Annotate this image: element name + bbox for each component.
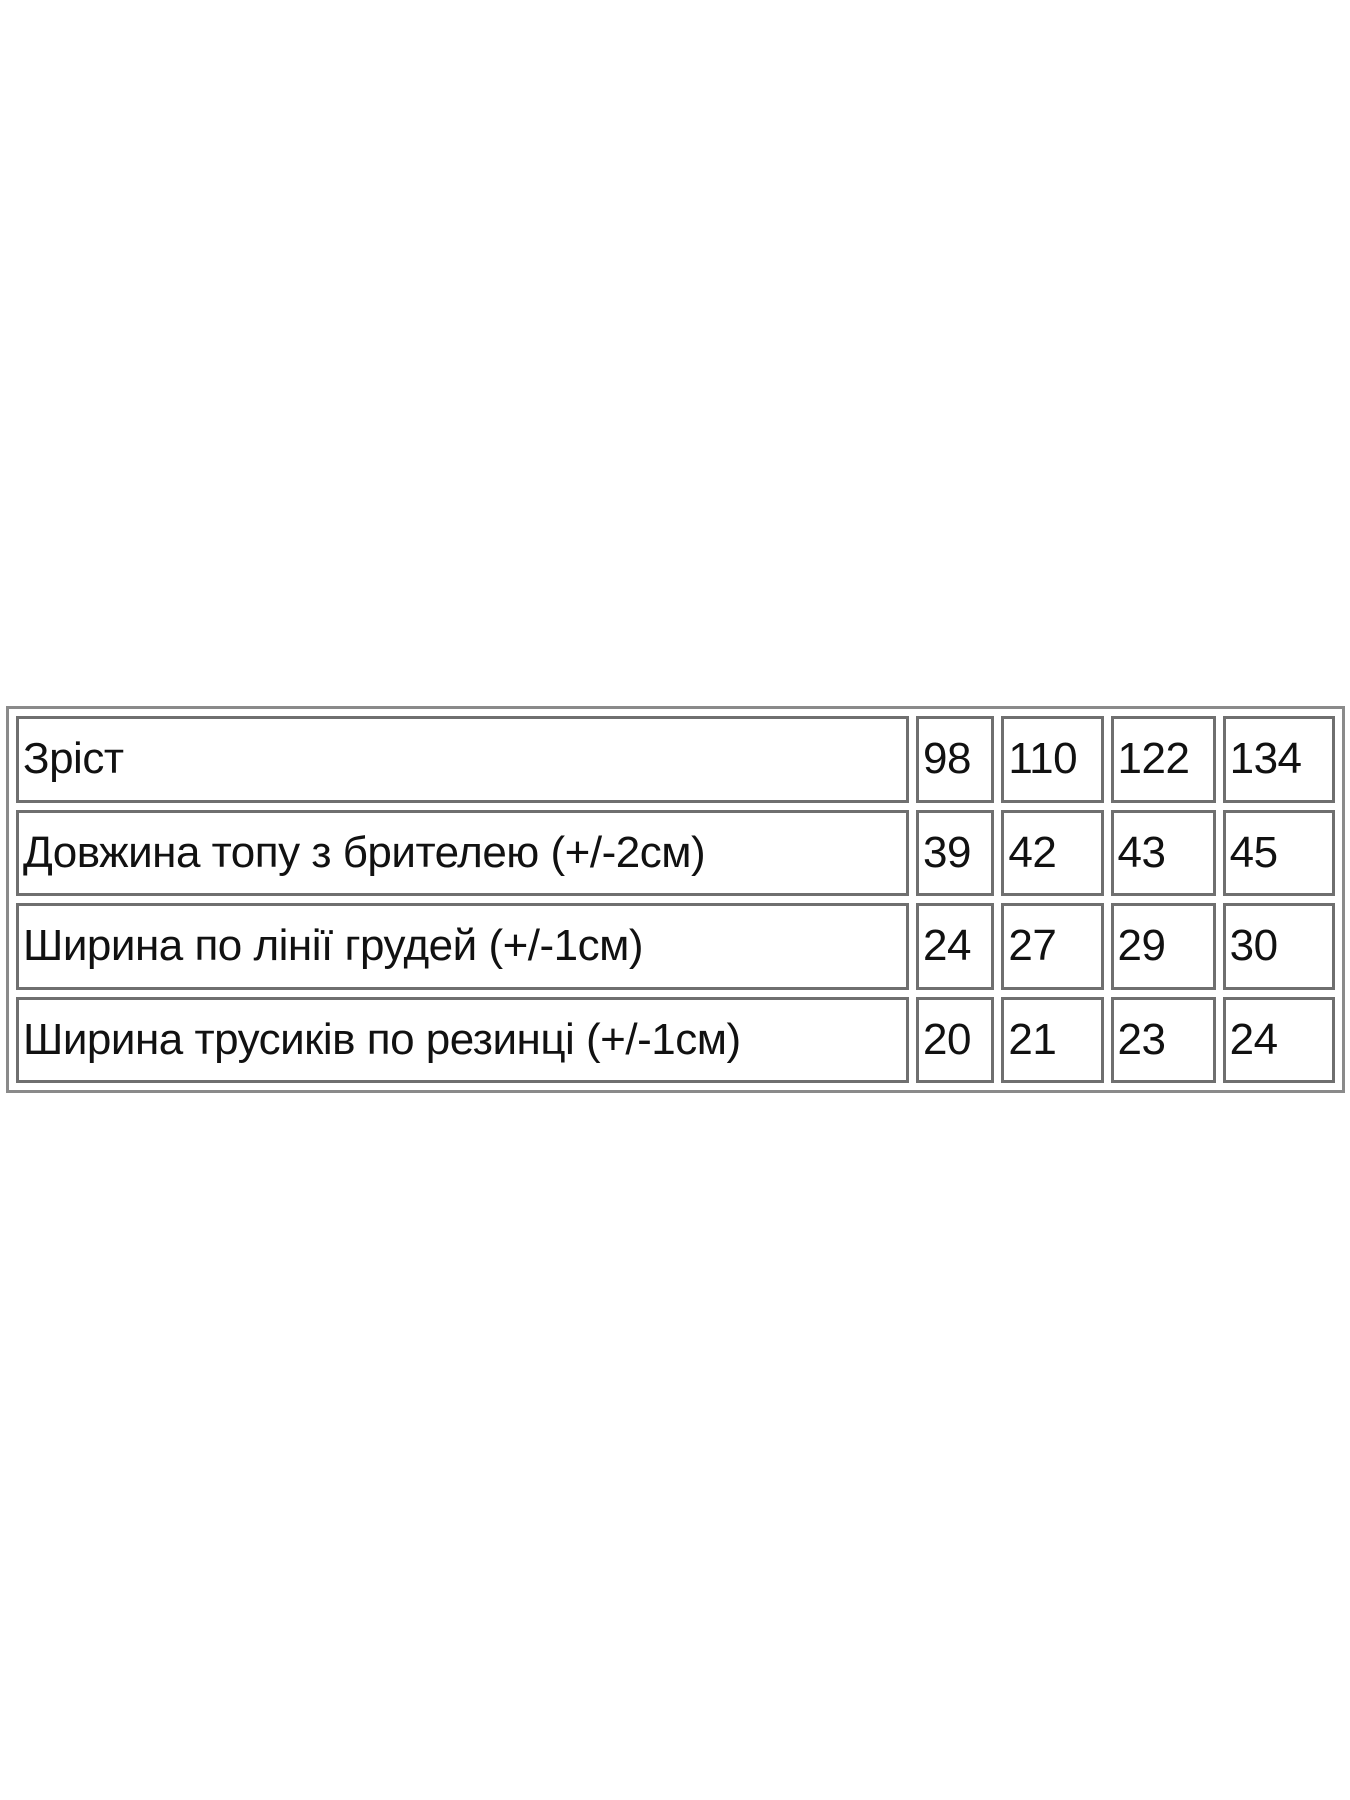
table-cell: 43 bbox=[1110, 809, 1216, 896]
row-label: Ширина по лінії грудей (+/-1см) bbox=[16, 903, 910, 990]
table-row: Ширина трусиків по резинці (+/-1см) 20 2… bbox=[16, 996, 1335, 1083]
table-row-height: Зріст 98 110 122 134 bbox=[16, 716, 1335, 803]
table-cell: 20 bbox=[916, 996, 995, 1083]
table-cell: 27 bbox=[1001, 903, 1104, 990]
table-cell: 24 bbox=[1222, 996, 1335, 1083]
row-label: Зріст bbox=[16, 716, 910, 803]
table-cell: 24 bbox=[916, 903, 995, 990]
table-cell: 45 bbox=[1222, 809, 1335, 896]
row-label: Ширина трусиків по резинці (+/-1см) bbox=[16, 996, 910, 1083]
table-row: Ширина по лінії грудей (+/-1см) 24 27 29… bbox=[16, 903, 1335, 990]
table-cell: 110 bbox=[1001, 716, 1104, 803]
table-cell: 42 bbox=[1001, 809, 1104, 896]
table-cell: 39 bbox=[916, 809, 995, 896]
table-cell: 29 bbox=[1110, 903, 1216, 990]
size-chart-table: Зріст 98 110 122 134 Довжина топу з брит… bbox=[6, 706, 1345, 1093]
table-cell: 122 bbox=[1110, 716, 1216, 803]
table-cell: 30 bbox=[1222, 903, 1335, 990]
table-cell: 21 bbox=[1001, 996, 1104, 1083]
table-row: Довжина топу з брителею (+/-2см) 39 42 4… bbox=[16, 809, 1335, 896]
table-cell: 23 bbox=[1110, 996, 1216, 1083]
table-cell: 98 bbox=[916, 716, 995, 803]
table-cell: 134 bbox=[1222, 716, 1335, 803]
row-label: Довжина топу з брителею (+/-2см) bbox=[16, 809, 910, 896]
